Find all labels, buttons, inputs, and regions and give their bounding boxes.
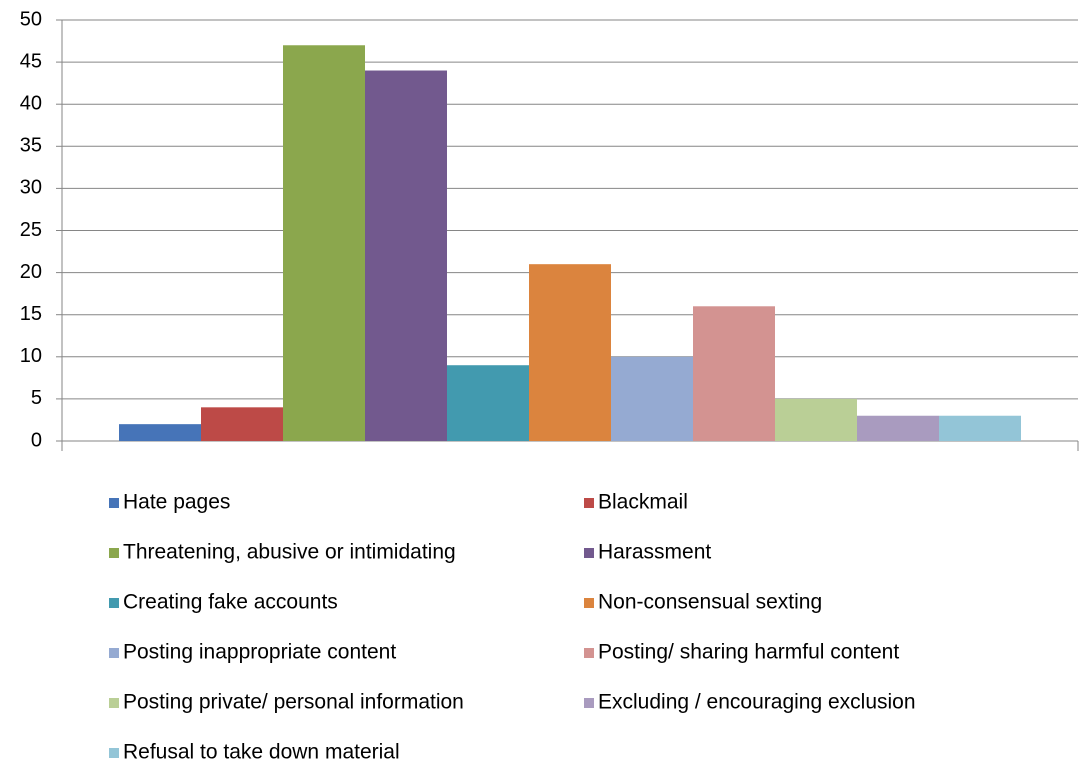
bar (119, 424, 201, 441)
legend: Hate pages Blackmail Threatening, abusive … (109, 491, 916, 764)
legend-item: Non-consensual sexting (584, 591, 822, 614)
y-tick-label: 45 (20, 50, 42, 72)
legend-item: Blackmail (584, 491, 688, 514)
y-tick-label: 20 (20, 261, 42, 283)
bar (283, 45, 365, 441)
y-tick-label: 25 (20, 219, 42, 241)
y-tick-label: 50 (20, 8, 42, 30)
bar (693, 306, 775, 441)
bar (857, 415, 939, 441)
bar (201, 407, 283, 441)
bar (775, 398, 857, 441)
bar (447, 365, 529, 441)
legend-item: Creating fake accounts (109, 591, 338, 614)
legend-label: Harassment (598, 541, 711, 564)
legend-swatch (584, 648, 594, 658)
y-tick-label: 40 (20, 92, 42, 114)
y-tick-label: 5 (31, 387, 42, 409)
legend-swatch (584, 548, 594, 558)
y-tick-label: 35 (20, 135, 42, 157)
legend-label: Posting private/ personal information (123, 691, 464, 714)
legend-swatch (584, 698, 594, 708)
bar (939, 415, 1021, 441)
legend-swatch (109, 498, 119, 508)
legend-label: Threatening, abusive or intimidating (123, 541, 456, 564)
legend-item: Hate pages (109, 491, 230, 514)
legend-item: Harassment (584, 541, 711, 564)
bar (365, 70, 447, 442)
legend-swatch (109, 748, 119, 758)
legend-label: Blackmail (598, 491, 688, 514)
legend-label: Creating fake accounts (123, 591, 338, 614)
legend-label: Hate pages (123, 491, 230, 514)
legend-label: Posting inappropriate content (123, 641, 396, 664)
legend-swatch (584, 498, 594, 508)
legend-item: Posting private/ personal information (109, 691, 464, 714)
legend-swatch (109, 698, 119, 708)
legend-item: Refusal to take down material (109, 741, 400, 764)
y-tick-label: 15 (20, 303, 42, 325)
bar (529, 264, 611, 441)
legend-label: Excluding / encouraging exclusion (598, 691, 916, 714)
legend-label: Non-consensual sexting (598, 591, 822, 614)
legend-swatch (584, 598, 594, 608)
legend-item: Posting/ sharing harmful content (584, 641, 899, 664)
legend-swatch (109, 548, 119, 558)
legend-label: Refusal to take down material (123, 741, 400, 764)
legend-item: Posting inappropriate content (109, 641, 396, 664)
bar (611, 356, 693, 441)
legend-swatch (109, 598, 119, 608)
y-tick-label: 10 (20, 345, 42, 367)
legend-swatch (109, 648, 119, 658)
y-tick-label: 0 (31, 429, 42, 451)
legend-item: Threatening, abusive or intimidating (109, 541, 456, 564)
legend-item: Excluding / encouraging exclusion (584, 691, 916, 714)
legend-label: Posting/ sharing harmful content (598, 641, 899, 664)
y-tick-label: 30 (20, 177, 42, 199)
